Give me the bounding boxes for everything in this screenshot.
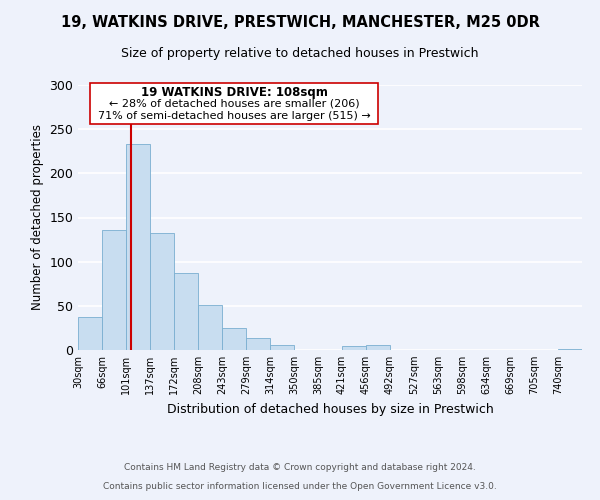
Text: 71% of semi-detached houses are larger (515) →: 71% of semi-detached houses are larger (… [98,111,370,121]
Bar [126,144,150,350]
Bar [102,230,126,350]
Text: Size of property relative to detached houses in Prestwich: Size of property relative to detached ho… [121,48,479,60]
Y-axis label: Number of detached properties: Number of detached properties [31,124,44,310]
Bar [174,273,198,350]
Bar [78,318,102,350]
X-axis label: Distribution of detached houses by size in Prestwich: Distribution of detached houses by size … [167,402,493,415]
Bar [342,346,366,350]
Bar [150,234,174,350]
FancyBboxPatch shape [90,83,378,124]
Text: 19 WATKINS DRIVE: 108sqm: 19 WATKINS DRIVE: 108sqm [140,86,328,98]
Text: Contains HM Land Registry data © Crown copyright and database right 2024.: Contains HM Land Registry data © Crown c… [124,464,476,472]
Bar [198,305,222,350]
Text: ← 28% of detached houses are smaller (206): ← 28% of detached houses are smaller (20… [109,98,359,108]
Bar [222,328,246,350]
Text: Contains public sector information licensed under the Open Government Licence v3: Contains public sector information licen… [103,482,497,491]
Bar [366,344,390,350]
Bar [270,344,294,350]
Text: 19, WATKINS DRIVE, PRESTWICH, MANCHESTER, M25 0DR: 19, WATKINS DRIVE, PRESTWICH, MANCHESTER… [61,15,539,30]
Bar [558,349,582,350]
Bar [246,338,270,350]
